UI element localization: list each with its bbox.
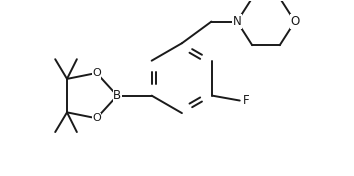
- Text: O: O: [92, 68, 101, 78]
- Text: O: O: [290, 15, 299, 28]
- Text: B: B: [113, 89, 121, 102]
- Text: N: N: [233, 15, 241, 28]
- Text: O: O: [92, 113, 101, 123]
- Text: F: F: [243, 94, 249, 107]
